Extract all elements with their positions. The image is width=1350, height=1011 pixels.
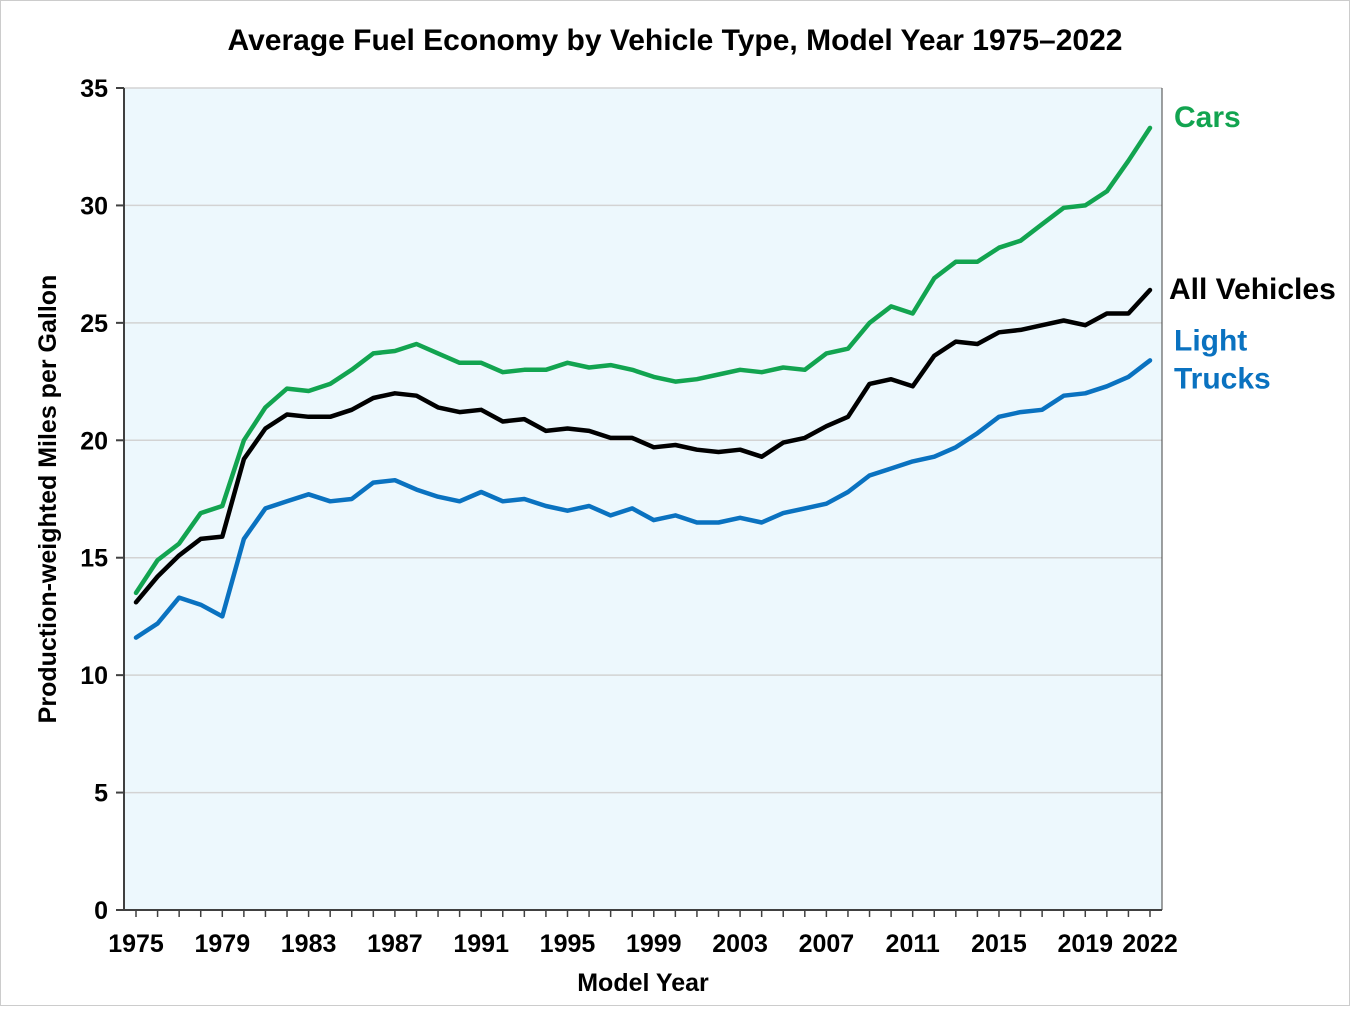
x-tick-label: 1991 xyxy=(453,930,509,958)
y-tick-label: 35 xyxy=(80,75,108,103)
x-tick-label: 1995 xyxy=(540,930,596,958)
series-label-light-trucks: Trucks xyxy=(1174,362,1271,395)
y-tick-label: 10 xyxy=(80,662,108,690)
x-tick-label: 2011 xyxy=(886,930,940,958)
series-label-light-trucks: Light xyxy=(1174,324,1247,357)
x-tick-label: 1975 xyxy=(108,930,164,958)
series-label-cars: Cars xyxy=(1174,101,1241,134)
chart-title: Average Fuel Economy by Vehicle Type, Mo… xyxy=(228,24,1123,57)
x-tick-label: 2019 xyxy=(1057,930,1113,958)
y-tick-label: 25 xyxy=(80,310,108,338)
x-tick-label: 1987 xyxy=(367,930,423,958)
x-tick-label: 2003 xyxy=(712,930,768,958)
series-line-light-trucks xyxy=(133,358,1153,640)
series-line-cars xyxy=(133,125,1153,596)
series-label-all-vehicles: All Vehicles xyxy=(1169,273,1336,306)
x-tick-label: 2015 xyxy=(971,930,1027,958)
y-tick-label: 20 xyxy=(80,427,108,455)
series-lines xyxy=(133,125,1153,640)
x-axis-label: Model Year xyxy=(577,969,709,997)
y-axis-label: Production-weighted Miles per Gallon xyxy=(34,275,62,724)
y-tick-label: 15 xyxy=(80,545,108,573)
x-tick-label: 2022 xyxy=(1122,930,1178,958)
x-tick-label: 2007 xyxy=(799,930,855,958)
series-line-all-vehicles xyxy=(133,287,1153,605)
y-tick-label: 0 xyxy=(94,897,108,925)
plot-area xyxy=(124,88,1162,910)
x-tick-label: 1999 xyxy=(626,930,682,958)
y-axis-ticks: 0 5 10 15 20 25 30 35 xyxy=(80,75,124,925)
x-tick-label: 1983 xyxy=(281,930,337,958)
y-tick-label: 30 xyxy=(80,192,108,220)
y-tick-label: 5 xyxy=(94,780,108,808)
x-tick-label: 1979 xyxy=(194,930,250,958)
series-labels: Cars All Vehicles Light Trucks xyxy=(1169,101,1336,396)
x-axis-ticks: 1975 1979 1983 1987 1991 1995 1999 2003 2007 2011… xyxy=(108,910,1178,958)
gridlines xyxy=(124,87,1162,794)
